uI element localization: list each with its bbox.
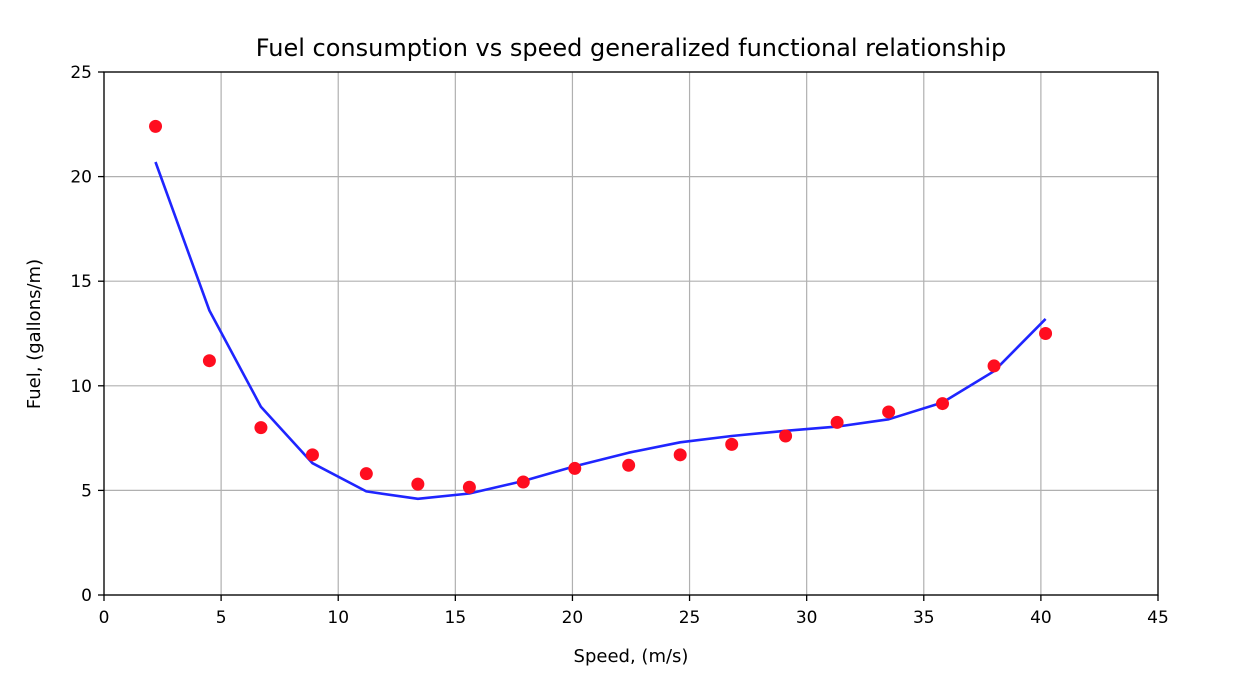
grid: [103, 71, 1159, 596]
data-point: [882, 405, 896, 419]
data-point: [462, 480, 476, 494]
data-point: [516, 475, 530, 489]
x-tick-label: 0: [99, 608, 110, 628]
x-tick-label: 15: [445, 608, 467, 628]
y-tick-label: 5: [81, 481, 92, 501]
x-tick-label: 30: [796, 608, 818, 628]
data-point: [411, 477, 425, 491]
data-point: [254, 421, 268, 435]
data-point: [305, 448, 319, 462]
x-tick-label: 20: [562, 608, 584, 628]
data-point: [830, 415, 844, 429]
data-point: [936, 397, 950, 411]
data-point: [202, 354, 216, 368]
data-point: [725, 437, 739, 451]
y-tick-label: 25: [70, 63, 92, 83]
data-point: [987, 359, 1001, 373]
y-tick-label: 20: [70, 168, 92, 188]
chart-title: Fuel consumption vs speed generalized fu…: [256, 34, 1006, 62]
x-tick-label: 35: [913, 608, 935, 628]
data-point: [568, 461, 582, 475]
data-point: [673, 448, 687, 462]
x-tick-label: 25: [679, 608, 701, 628]
y-tick-label: 0: [81, 586, 92, 606]
y-tick-label: 10: [70, 377, 92, 397]
data-point: [1039, 327, 1053, 340]
data-point: [622, 458, 636, 472]
y-tick-label: 15: [70, 272, 92, 292]
x-tick-label: 40: [1030, 608, 1052, 628]
x-axis: 0 5 10 15 20 25 30 35 40 45: [99, 595, 1169, 628]
data-point: [149, 119, 163, 133]
data-point: [359, 467, 373, 481]
y-axis-label: Fuel, (gallons/m): [24, 259, 45, 409]
plot-series: [149, 119, 1053, 501]
x-tick-label: 10: [327, 608, 349, 628]
plot-frame: [103, 71, 1159, 596]
fit-line: [154, 161, 1047, 501]
y-axis: 0 5 10 15 20 25: [70, 63, 104, 606]
data-point: [779, 429, 793, 443]
x-tick-label: 45: [1147, 608, 1169, 628]
x-axis-label: Speed, (m/s): [574, 646, 689, 667]
x-tick-label: 5: [216, 608, 227, 628]
